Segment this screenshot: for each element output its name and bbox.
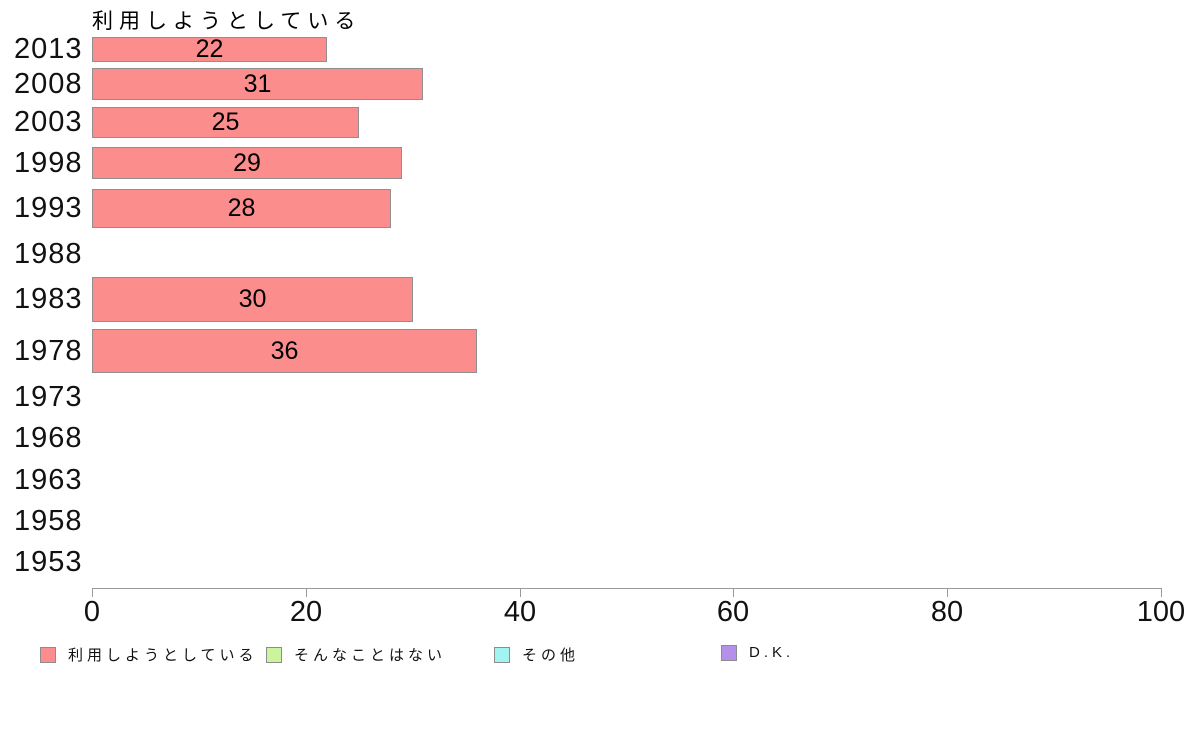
bar: 30 bbox=[92, 276, 413, 322]
legend-label: その他 bbox=[522, 647, 580, 664]
category-label: 1993 bbox=[14, 192, 83, 224]
category-label: 1963 bbox=[14, 464, 83, 496]
legend-label: 利用しようとしている bbox=[68, 647, 258, 664]
category-label: 1988 bbox=[14, 238, 83, 270]
legend-item: そんなことはない bbox=[266, 644, 446, 665]
x-tick-label: 40 bbox=[503, 596, 537, 628]
x-tick-label: 20 bbox=[289, 596, 323, 628]
bar-value-label: 31 bbox=[243, 69, 272, 98]
x-tick bbox=[92, 588, 93, 597]
legend-label: そんなことはない bbox=[294, 647, 447, 664]
bar: 36 bbox=[92, 329, 477, 373]
x-tick bbox=[733, 588, 734, 597]
bar: 31 bbox=[92, 68, 423, 100]
bar-value-label: 29 bbox=[233, 148, 261, 177]
x-tick-label: 100 bbox=[1136, 596, 1186, 628]
bar: 28 bbox=[92, 188, 391, 228]
x-axis-line bbox=[92, 588, 1161, 589]
x-tick bbox=[947, 588, 948, 597]
legend-item: 利用しようとしている bbox=[40, 644, 258, 665]
legend-label: D.K. bbox=[749, 644, 795, 661]
category-label: 2013 bbox=[14, 33, 83, 65]
bar-value-label: 28 bbox=[227, 193, 256, 222]
category-label: 2008 bbox=[14, 68, 83, 100]
bar-value-label: 36 bbox=[270, 336, 299, 365]
chart-title: 利用しようとしている bbox=[92, 10, 362, 33]
category-label: 1968 bbox=[14, 422, 83, 454]
category-label: 1973 bbox=[14, 381, 83, 413]
bar: 25 bbox=[92, 106, 359, 138]
category-label: 1953 bbox=[14, 546, 83, 578]
x-tick bbox=[1161, 588, 1162, 597]
legend-swatch-icon bbox=[40, 646, 56, 663]
x-tick-label: 60 bbox=[716, 596, 750, 628]
legend-swatch-icon bbox=[494, 646, 510, 663]
x-tick bbox=[306, 588, 307, 597]
category-label: 1983 bbox=[14, 283, 83, 315]
legend-item: その他 bbox=[494, 644, 579, 665]
legend-swatch-icon bbox=[721, 644, 737, 661]
bar: 22 bbox=[92, 34, 327, 63]
category-label: 1958 bbox=[14, 505, 83, 537]
bar-value-label: 30 bbox=[238, 284, 267, 313]
bar: 29 bbox=[92, 147, 402, 179]
x-tick-label: 80 bbox=[930, 596, 964, 628]
x-tick bbox=[520, 588, 521, 597]
category-label: 1978 bbox=[14, 335, 83, 367]
x-tick-label: 0 bbox=[83, 596, 101, 628]
category-label: 2003 bbox=[14, 106, 83, 138]
category-label: 1998 bbox=[14, 147, 83, 179]
legend-swatch-icon bbox=[266, 646, 282, 663]
legend-item: D.K. bbox=[721, 644, 794, 661]
bar-value-label: 22 bbox=[195, 34, 224, 63]
bar-value-label: 25 bbox=[211, 107, 240, 136]
